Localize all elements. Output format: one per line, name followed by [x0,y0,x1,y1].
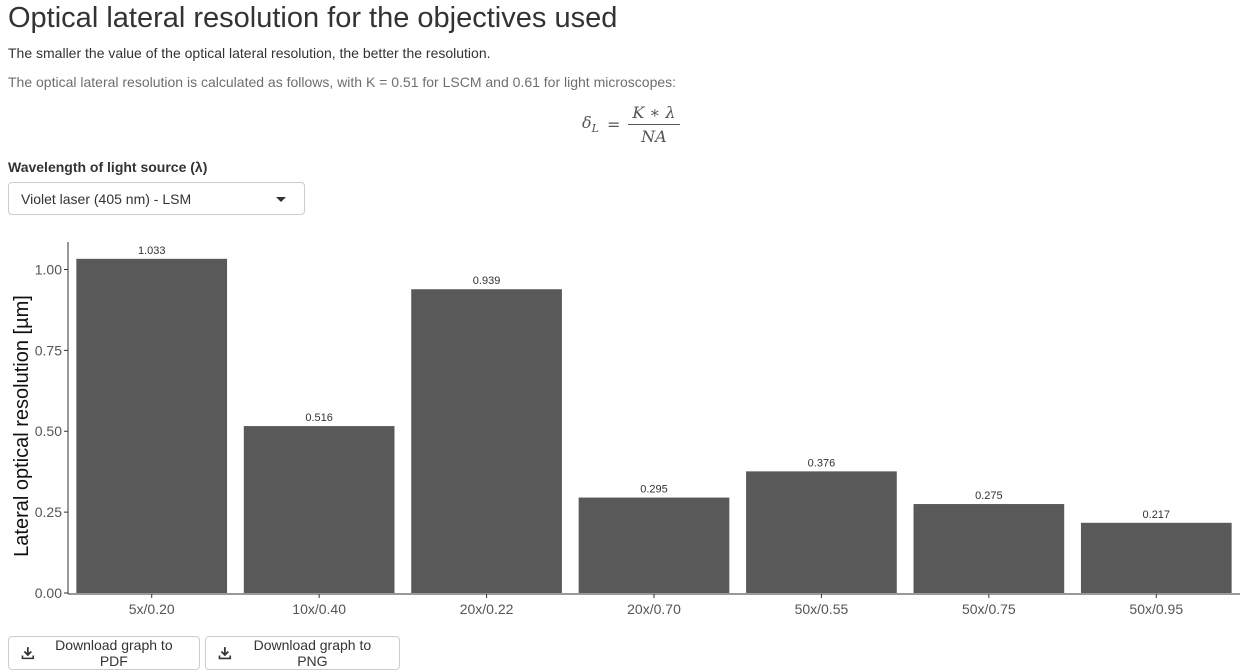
bar-value-label: 0.217 [1143,509,1171,521]
resolution-formula: δL = K ∗ λ NA [582,100,680,148]
y-tick-label: 0.00 [35,585,62,601]
x-tick-label: 20x/0.70 [627,601,681,617]
formula-subscript: L [591,122,599,136]
bar [746,471,897,593]
bar-value-label: 0.939 [473,275,501,287]
bar [578,497,730,593]
download-png-button[interactable]: Download graph to PNG [205,636,400,670]
bar-value-label: 1.033 [138,245,166,257]
bar [243,426,395,593]
caret-down-icon [276,197,286,202]
formula-delta-symbol: δ [582,112,592,132]
x-tick-label: 50x/0.95 [1129,601,1183,617]
formula-numerator: K ∗ λ [628,103,680,125]
x-tick-label: 20x/0.22 [460,601,514,617]
y-axis-title: Lateral optical resolution [µm] [11,295,33,557]
formula-lhs: δL [582,113,599,135]
formula-denominator: NA [641,126,667,146]
bar-value-label: 0.295 [640,484,668,496]
formula-fraction: K ∗ λ NA [628,103,680,146]
y-tick-label: 1.00 [35,261,62,277]
download-icon [21,647,35,660]
formula-equals: = [606,114,621,134]
bar [913,504,1065,593]
download-icon [218,647,232,660]
wavelength-select[interactable]: Violet laser (405 nm) - LSM [8,182,305,215]
y-tick-label: 0.25 [35,504,62,520]
x-tick-label: 50x/0.55 [795,601,849,617]
x-tick-label: 5x/0.20 [129,601,175,617]
y-tick-label: 0.75 [35,342,62,358]
page-title: Optical lateral resolution for the objec… [8,2,618,34]
download-png-label: Download graph to PNG [253,637,372,669]
bar [76,258,228,593]
x-tick-label: 10x/0.40 [292,601,346,617]
download-pdf-label: Download graph to PDF [55,637,173,669]
subtitle-text: The smaller the value of the optical lat… [8,45,491,61]
download-pdf-button[interactable]: Download graph to PDF [8,636,200,670]
y-tick-label: 0.50 [35,423,62,439]
bar [411,289,562,593]
resolution-bar-chart: 1.033 5x/0.20 0.516 10x/0.40 0.939 20x/0.22 0.… [11,242,1240,617]
wavelength-select-label: Wavelength of light source (λ) [8,159,208,175]
bar-value-label: 0.275 [975,490,1003,502]
wavelength-select-value: Violet laser (405 nm) - LSM [21,191,192,207]
x-tick-label: 50x/0.75 [962,601,1016,617]
bar [1080,522,1232,593]
bar-value-label: 0.516 [305,412,333,424]
formula-intro-text: The optical lateral resolution is calcul… [8,74,677,90]
bar-value-label: 0.376 [808,457,836,469]
